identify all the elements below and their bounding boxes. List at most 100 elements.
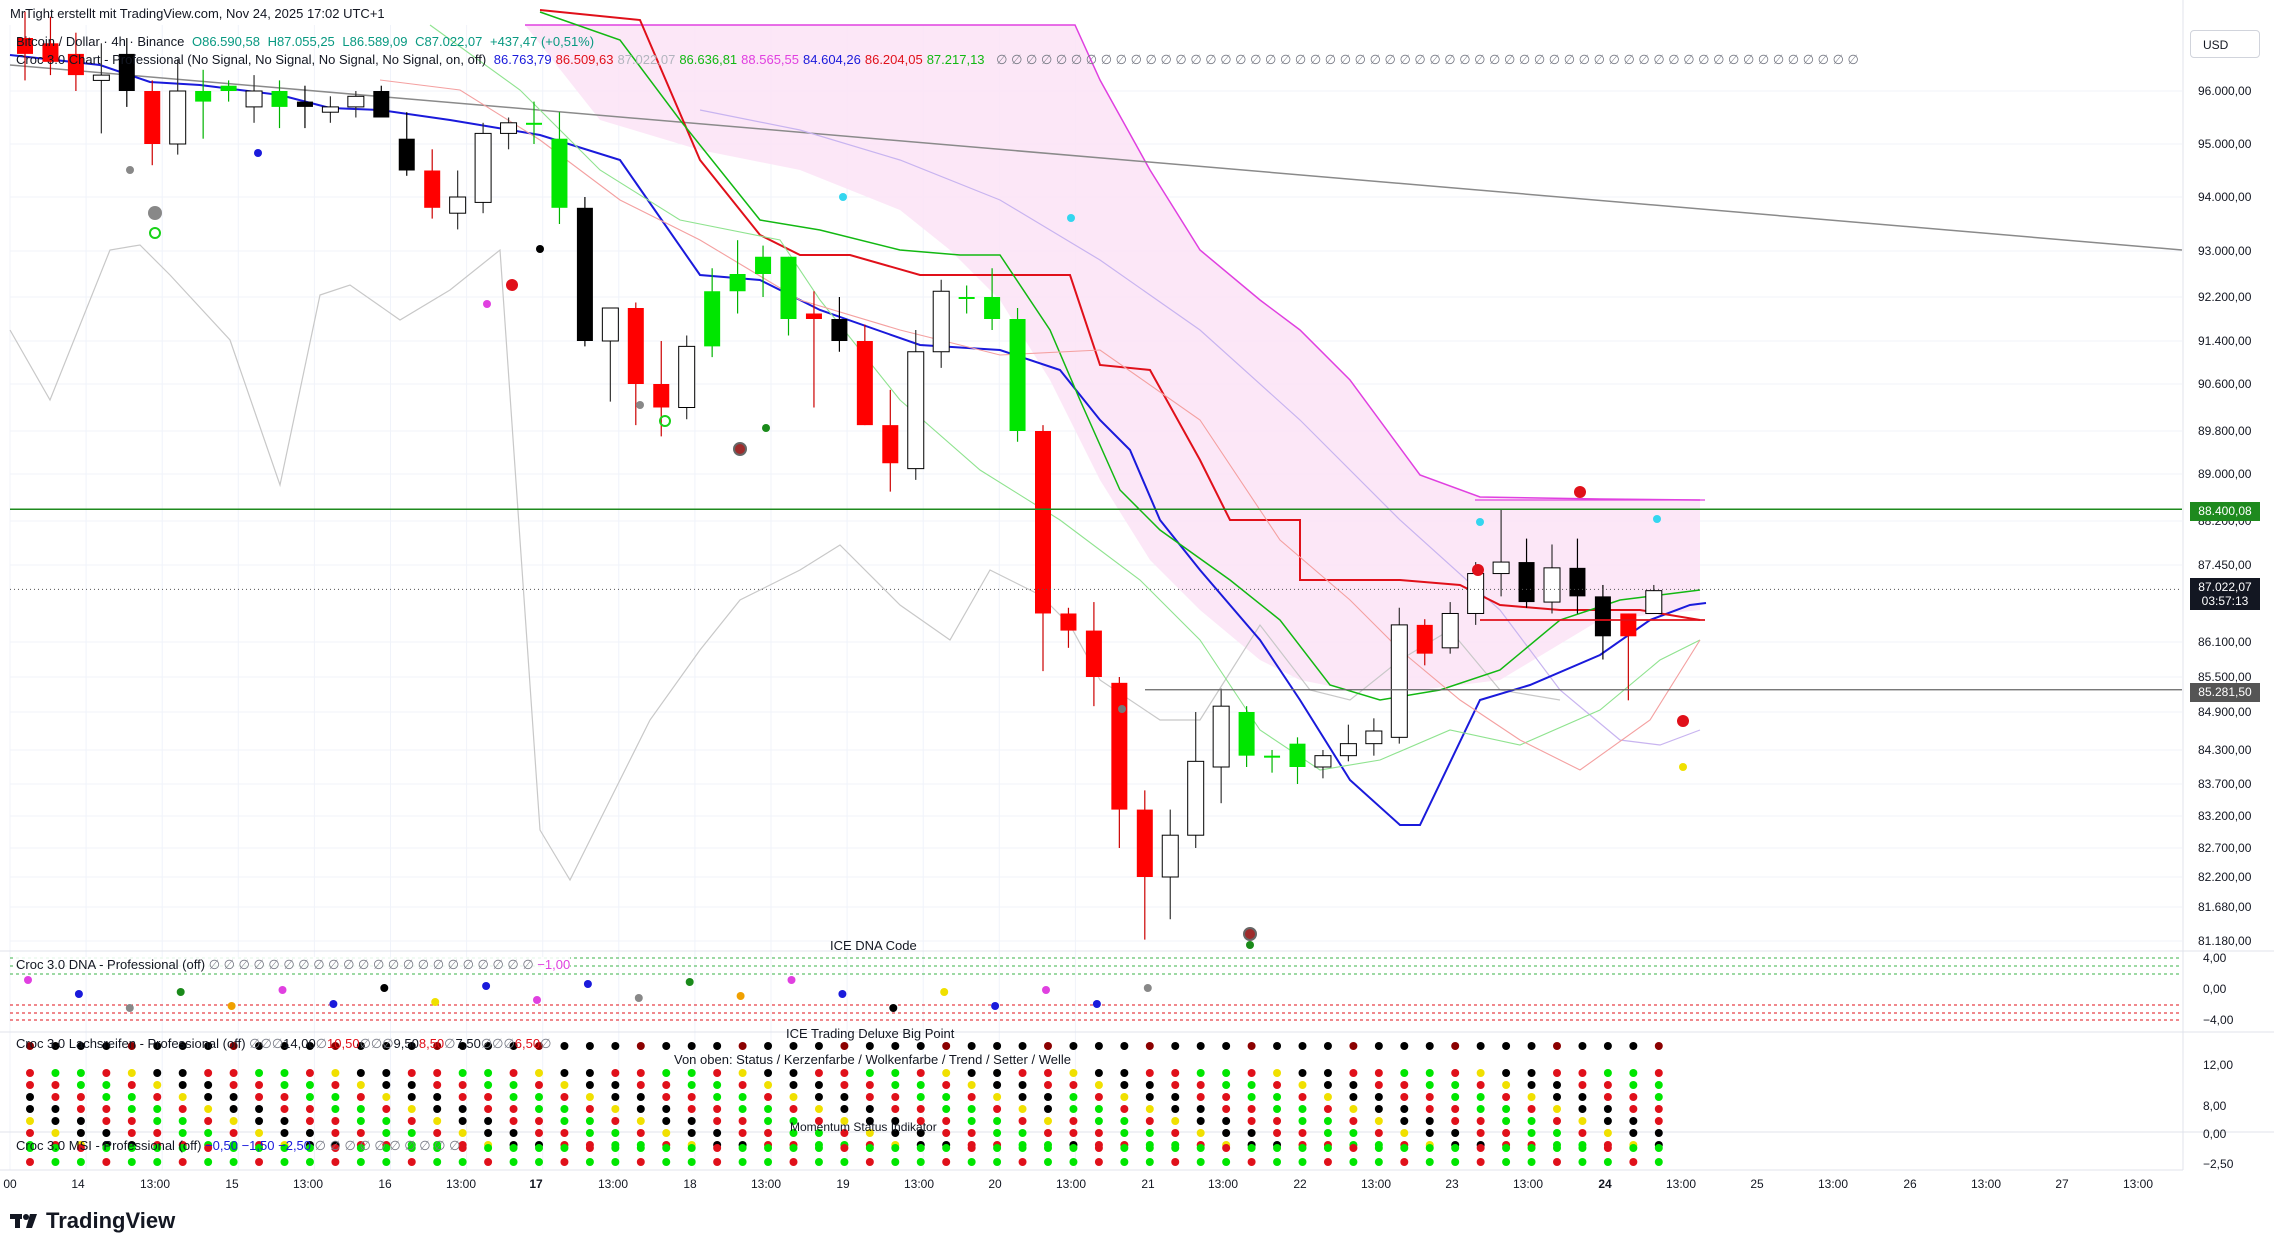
candle-body-14 (373, 91, 390, 118)
lachs-value-15: ∅ (503, 1036, 515, 1051)
candle-body-6 (169, 90, 187, 145)
lachs-dot-6-2 (178, 1093, 187, 1101)
price-tick-11: 86.100,00 (2198, 635, 2252, 649)
price-tick-16: 83.200,00 (2198, 809, 2252, 823)
msi-dot-b-19 (509, 1158, 518, 1166)
lachs-dot-0-2 (26, 1093, 34, 1101)
ohlc-close: C87.022,07 (415, 34, 483, 49)
lachs-dot-2-2 (76, 1093, 85, 1101)
lachs-dot-42-2 (1094, 1093, 1103, 1101)
lachs-dot-60-1 (1553, 1081, 1561, 1089)
lachs-dot-58-0 (1502, 1069, 1511, 1077)
lachs-dot-59-0 (1527, 1069, 1536, 1077)
lachs-top-dot-14 (382, 1042, 391, 1050)
msi-dot-a-4 (127, 1144, 136, 1152)
lachs-dot-18-4 (484, 1117, 493, 1125)
candle-27 (704, 268, 721, 358)
candle-5 (144, 80, 161, 166)
msi-dot-b-32 (840, 1158, 849, 1166)
lachs-top-dot-3 (102, 1042, 111, 1050)
lachs-dot-31-1 (814, 1081, 823, 1089)
lachs-dot-3-0 (102, 1069, 111, 1077)
lachs-dot-9-5 (255, 1129, 264, 1137)
price-tick-3: 93.000,00 (2198, 244, 2252, 258)
symbol-legend[interactable]: Bitcoin / Dollar · 4h · Binance O86.590,… (16, 33, 598, 51)
msi-dot-a-43 (1120, 1144, 1129, 1152)
lachs-dot-41-1 (1069, 1081, 1078, 1089)
lachs-dot-30-5 (789, 1129, 798, 1137)
signal-marker-5 (483, 300, 491, 308)
lachs-value-10: 8,50 (418, 1036, 445, 1051)
candle-body-25 (653, 384, 670, 408)
candle-52 (1339, 724, 1357, 762)
lachs-dot-16-1 (433, 1081, 442, 1089)
time-tick-18: 13:00 (1361, 1177, 1391, 1191)
msi-pane-label[interactable]: Croc 3.0 MSI - Professional (off) −0,50 … (16, 1138, 460, 1154)
candle-body-11 (296, 101, 313, 107)
indicator-name: Croc 3.0 Chart - Professional (No Signal… (16, 52, 487, 67)
lachs-value-16: 6,50 (514, 1036, 541, 1051)
lachs-top-dot-61 (1578, 1042, 1587, 1050)
lachs-dot-55-3 (1425, 1105, 1434, 1113)
dna-pane-label[interactable]: Croc 3.0 DNA - Professional (off) ∅ ∅ ∅ … (16, 957, 571, 973)
msi-dot-b-26 (687, 1158, 696, 1166)
lachs-dot-39-2 (1018, 1093, 1027, 1101)
lachs-dot-36-4 (942, 1117, 951, 1125)
candle-17 (449, 170, 467, 230)
cloud-band (525, 24, 1701, 690)
lachs-dot-24-1 (636, 1081, 645, 1089)
lachs-dot-27-3 (713, 1105, 722, 1113)
msi-value-1: −0,50 (205, 1138, 238, 1153)
lachs-dot-44-0 (1145, 1069, 1154, 1077)
lachs-pane-label[interactable]: Croc 3.0 Lachsreifen - Professional (off… (16, 1036, 551, 1052)
msi-value-2: −1,50 (241, 1138, 275, 1153)
tradingview-logo[interactable]: TradingView (10, 1208, 175, 1234)
lachs-top-dot-28 (738, 1042, 747, 1050)
lachs-dot-18-1 (484, 1081, 493, 1089)
dna-dot-8 (227, 1002, 236, 1010)
msi-dot-a-25 (662, 1144, 671, 1152)
lachs-dot-46-2 (1196, 1093, 1205, 1101)
signal-marker-15 (1246, 941, 1254, 949)
lachs-dot-24-0 (636, 1069, 645, 1077)
lachs-dot-26-3 (687, 1105, 696, 1113)
lachs-dot-1-1 (51, 1081, 60, 1089)
lachs-top-dot-54 (1400, 1042, 1409, 1050)
lachs-dot-53-4 (1374, 1117, 1383, 1125)
indicator-legend[interactable]: Croc 3.0 Chart - Professional (No Signal… (16, 51, 1863, 69)
lachs-top-dot-22 (585, 1042, 594, 1050)
lachs-dot-15-1 (407, 1081, 416, 1089)
lachs-dot-24-4 (636, 1117, 645, 1125)
lachs-top-dot-38 (993, 1042, 1002, 1050)
lachs-top-dot-39 (1018, 1042, 1027, 1050)
lachs-top-dot-17 (458, 1042, 467, 1050)
candle-body-56 (1441, 612, 1459, 649)
lachs-dot-9-4 (255, 1117, 264, 1125)
lachs-dot-33-5 (865, 1129, 874, 1137)
candle-39 (1009, 308, 1026, 442)
msi-dot-a-13 (356, 1144, 365, 1152)
lachs-dot-44-2 (1145, 1093, 1154, 1101)
lachs-dot-60-3 (1553, 1105, 1561, 1113)
lachs-dot-47-4 (1222, 1117, 1231, 1125)
lachs-dot-16-0 (433, 1069, 442, 1077)
lachs-top-dot-19 (509, 1042, 518, 1050)
lachs-dot-21-5 (560, 1129, 569, 1137)
lachs-dot-2-3 (76, 1105, 85, 1113)
dna-marks: ∅ ∅ ∅ ∅ ∅ ∅ ∅ ∅ ∅ ∅ ∅ ∅ ∅ ∅ ∅ ∅ ∅ ∅ ∅ ∅ … (208, 957, 534, 972)
lachs-dot-26-2 (687, 1093, 696, 1101)
candle-body-23 (601, 307, 619, 342)
dna-dot-24 (634, 994, 643, 1002)
signal-marker-17 (1476, 518, 1484, 526)
lachs-dot-64-4 (1654, 1117, 1663, 1125)
lachs-dot-31-0 (814, 1069, 823, 1077)
msi-dot-b-59 (1527, 1158, 1536, 1166)
lachs-dot-62-4 (1603, 1117, 1612, 1125)
lachs-dot-63-1 (1629, 1081, 1638, 1089)
currency-button[interactable]: USD (2190, 30, 2260, 58)
dna-dot-4 (125, 1004, 134, 1012)
lachs-dot-4-1 (127, 1081, 136, 1089)
lachs-dot-5-5 (153, 1129, 162, 1137)
lachs-dot-38-1 (993, 1081, 1002, 1089)
